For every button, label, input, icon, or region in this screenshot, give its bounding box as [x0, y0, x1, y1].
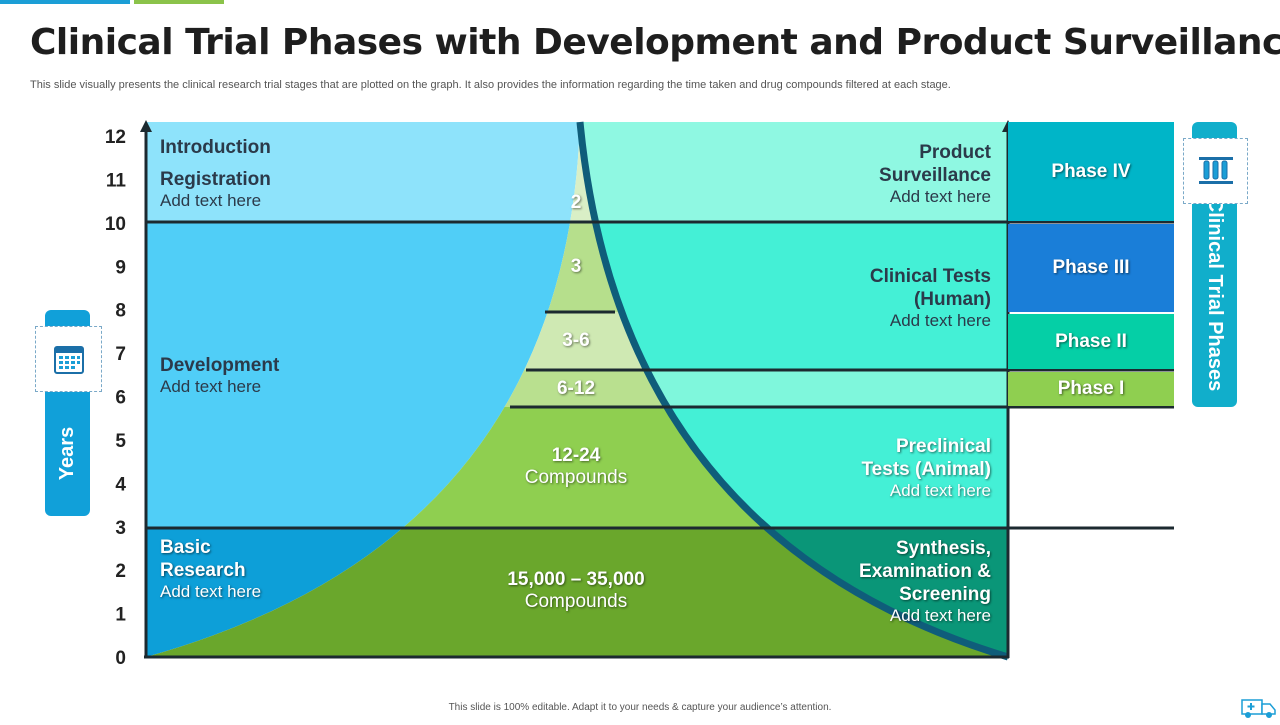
test-tubes-icon	[1183, 138, 1248, 204]
top-accent-bar-blue	[0, 0, 130, 4]
y-tick-3: 3	[115, 518, 126, 539]
compound-count-3: 3	[570, 256, 582, 277]
band-registration	[146, 122, 580, 222]
label-clinical-tests: Clinical Tests (Human) Add text here	[869, 266, 991, 330]
y-tick-7: 7	[115, 344, 126, 365]
label-registration: Registration Add text here	[160, 169, 271, 210]
y-tick-11: 11	[106, 170, 127, 191]
label-basic-research: Basic Research Add text here	[160, 537, 262, 601]
compound-count-12-24-sub: Compounds	[524, 467, 628, 488]
label-synthesis: Synthesis, Examination & Screening Add text…	[859, 538, 991, 625]
y-axis-left-arrow	[140, 120, 152, 132]
footer-note: This slide is 100% editable. Adapt it to…	[448, 702, 832, 713]
compound-count-2: 2	[570, 192, 582, 213]
label-product-sub: Add text here	[889, 187, 991, 206]
y-tick-6: 6	[115, 388, 126, 409]
years-axis-label: Years	[56, 426, 79, 480]
calendar-icon	[35, 326, 102, 392]
label-development: Development Add text here	[160, 355, 280, 396]
y-tick-0: 0	[115, 648, 126, 669]
y-tick-12: 12	[105, 127, 126, 148]
label-basic-research-sub: Add text here	[160, 582, 262, 601]
y-tick-4: 4	[115, 474, 126, 495]
page-title: Clinical Trial Phases with Development a…	[30, 22, 1280, 63]
ambulance-icon	[1240, 694, 1278, 720]
phase-iii-box: Phase III	[1008, 224, 1174, 312]
label-preclinical-tests: Preclinical Tests (Animal) Add text here	[861, 436, 991, 500]
y-tick-2: 2	[115, 561, 126, 582]
y-tick-8: 8	[115, 301, 126, 322]
y-tick-10: 10	[105, 214, 126, 235]
label-preclinical-sub: Add text here	[889, 481, 991, 500]
y-tick-9: 9	[115, 257, 126, 278]
label-development-sub: Add text here	[160, 377, 262, 396]
label-synthesis-sub: Add text here	[889, 606, 991, 625]
compound-count-15000-35000-sub: Compounds	[524, 591, 628, 612]
top-accent-bar-green	[134, 0, 224, 4]
phases-axis-label: Clinical Trial Phases	[1204, 197, 1226, 392]
label-clinical-sub: Add text here	[889, 311, 991, 330]
right-stage-bands	[580, 122, 1008, 657]
compound-count-6-12: 6-12	[556, 378, 596, 399]
band-product-surveillance	[580, 122, 1008, 222]
label-product-surveillance: Product Surveillance Add text here	[879, 142, 991, 206]
y-tick-5: 5	[115, 431, 126, 452]
band-clinical-tests	[580, 222, 1008, 370]
funnel-right-edge	[576, 121, 1010, 661]
y-tick-1: 1	[115, 605, 126, 626]
page-subtitle: This slide visually presents the clinica…	[30, 79, 951, 91]
compound-count-3-6: 3-6	[562, 330, 590, 351]
compound-count-12-24: 12-24 Compounds	[506, 445, 646, 489]
phase-i-box: Phase I	[1008, 372, 1174, 406]
label-registration-sub: Add text here	[160, 191, 262, 210]
label-introduction: Introduction	[160, 137, 271, 158]
compound-count-15000-35000: 15,000 – 35,000 Compounds	[476, 569, 676, 613]
phase-iv-box: Phase IV	[1008, 122, 1174, 221]
phase-ii-box: Phase II	[1008, 314, 1174, 369]
